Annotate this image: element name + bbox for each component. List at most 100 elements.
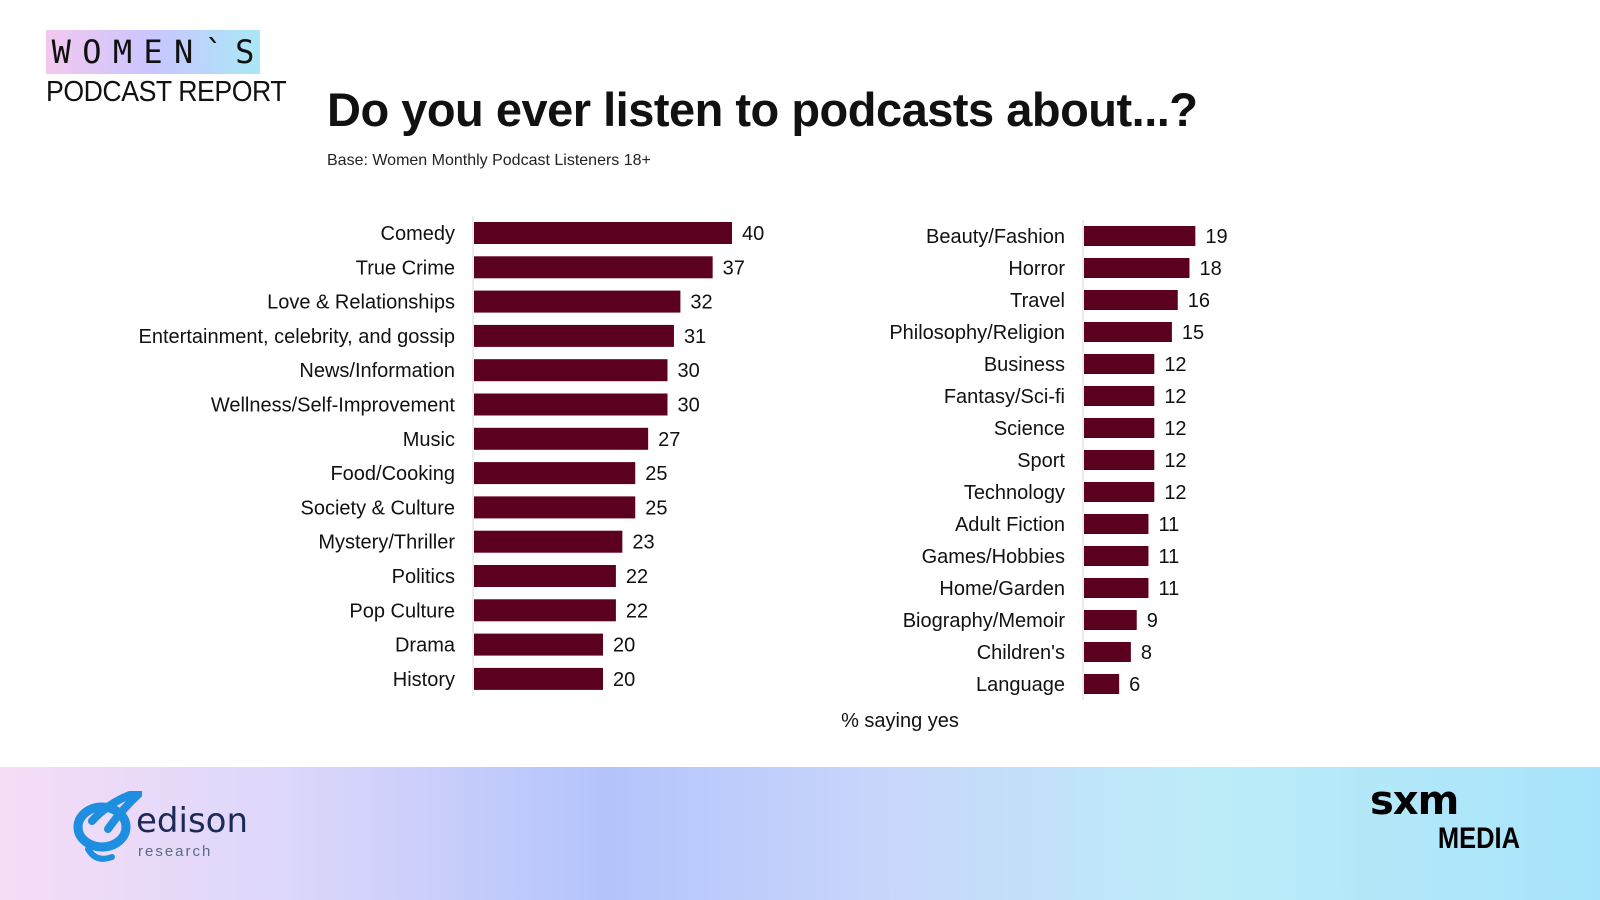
- bar: [474, 324, 674, 347]
- data-label: 12: [1164, 418, 1186, 440]
- category-label: History: [393, 669, 455, 691]
- data-label: 11: [1158, 546, 1179, 568]
- data-label: 20: [613, 635, 635, 657]
- data-label: 8: [1141, 642, 1152, 664]
- data-label: 30: [678, 360, 700, 382]
- category-label: Games/Hobbies: [922, 546, 1065, 568]
- data-label: 32: [690, 292, 712, 314]
- data-label: 25: [645, 463, 667, 485]
- bar: [474, 462, 636, 485]
- data-label: 23: [632, 532, 654, 554]
- logo-letter: S: [235, 33, 255, 71]
- sxm-media-wordmark: MEDIA: [1437, 822, 1520, 855]
- data-label: 30: [678, 395, 700, 417]
- data-label: 11: [1158, 578, 1179, 600]
- category-label: Beauty/Fashion: [926, 226, 1065, 248]
- logo-letter: W: [51, 33, 71, 71]
- category-label: Mystery/Thriller: [318, 532, 455, 554]
- bar: [474, 599, 616, 622]
- bar: [474, 667, 603, 690]
- category-label: Adult Fiction: [955, 514, 1065, 536]
- category-label: News/Information: [299, 360, 455, 382]
- bar: [1084, 482, 1155, 502]
- bar: [1084, 322, 1172, 342]
- bar: [474, 633, 603, 656]
- bar: [1084, 258, 1190, 278]
- edison-brand-sub: research: [138, 843, 213, 860]
- category-label: Music: [403, 429, 455, 451]
- bar: [474, 256, 713, 279]
- category-label: Food/Cooking: [330, 463, 455, 485]
- category-label: Fantasy/Sci-fi: [944, 386, 1065, 408]
- bar: [474, 222, 732, 244]
- data-label: 40: [742, 223, 764, 245]
- category-label: Comedy: [381, 223, 455, 245]
- category-label: Pop Culture: [349, 600, 455, 622]
- bar: [1084, 418, 1155, 438]
- category-label: Language: [976, 674, 1065, 696]
- logo-letter: M: [112, 33, 133, 71]
- data-label: 12: [1164, 386, 1186, 408]
- category-label: Children's: [977, 642, 1065, 664]
- bar: [474, 290, 681, 313]
- category-label: Sport: [1017, 450, 1065, 472]
- edison-swirl-icon: [73, 791, 142, 862]
- bar: [474, 565, 616, 587]
- data-label: 18: [1199, 258, 1221, 280]
- data-label: 12: [1164, 354, 1186, 376]
- data-label: 37: [723, 257, 745, 279]
- bar: [474, 427, 649, 450]
- data-label: 19: [1205, 226, 1227, 248]
- bar: [474, 530, 623, 553]
- category-label: Science: [994, 418, 1065, 440]
- bar: [1084, 514, 1149, 534]
- sxm-media-logo: sxm MEDIA: [1370, 781, 1520, 855]
- data-label: 27: [658, 429, 680, 451]
- bar: [1084, 546, 1149, 566]
- logo-letter: N: [173, 33, 194, 71]
- data-label: 22: [626, 600, 648, 622]
- category-label: Drama: [395, 635, 456, 657]
- data-label: 16: [1188, 290, 1210, 312]
- logo-letter: E: [143, 33, 163, 71]
- category-label: True Crime: [356, 257, 455, 279]
- category-label: Travel: [1010, 290, 1065, 312]
- data-label: 22: [626, 566, 648, 588]
- bar: [1084, 450, 1155, 470]
- data-label: 12: [1164, 450, 1186, 472]
- chart-subtitle: Base: Women Monthly Podcast Listeners 18…: [327, 152, 651, 169]
- data-label: 20: [613, 669, 635, 691]
- bar: [1084, 642, 1131, 662]
- category-label: Politics: [392, 566, 455, 588]
- category-label: Philosophy/Religion: [889, 322, 1065, 344]
- category-label: Technology: [964, 482, 1065, 504]
- data-label: 11: [1158, 514, 1179, 536]
- category-label: Home/Garden: [939, 578, 1065, 600]
- bar: [1084, 610, 1137, 630]
- bar: [1084, 290, 1178, 310]
- womens-podcast-report-logo: W O M E N ` S PODCAST REPORT: [46, 30, 287, 109]
- bar: [474, 393, 668, 416]
- x-axis-label: % saying yes: [841, 710, 959, 732]
- bar: [1084, 386, 1155, 406]
- category-label: Wellness/Self-Improvement: [211, 395, 456, 417]
- category-label: Horror: [1008, 258, 1065, 280]
- logo-wordmark: W O M E N ` S: [46, 30, 260, 74]
- bar-chart: Comedy 40 True Crime 37 Love & Relationships…: [139, 216, 1228, 700]
- data-label: 31: [684, 326, 706, 348]
- bar: [474, 359, 668, 382]
- data-label: 9: [1147, 610, 1158, 632]
- data-label: 6: [1129, 674, 1140, 696]
- bar: [1084, 354, 1155, 374]
- sxm-wordmark: sxm: [1370, 778, 1459, 824]
- data-label: 12: [1164, 482, 1186, 504]
- data-label: 15: [1182, 322, 1204, 344]
- footer-band: edison research sxm MEDIA: [0, 767, 1600, 900]
- category-label: Business: [984, 354, 1065, 376]
- edison-research-logo: edison research: [72, 791, 272, 871]
- edison-brand-name: edison: [136, 801, 249, 841]
- category-label: Society & Culture: [300, 497, 455, 519]
- bar: [1084, 226, 1196, 246]
- logo-letter: O: [82, 33, 102, 71]
- category-label: Entertainment, celebrity, and gossip: [139, 326, 455, 348]
